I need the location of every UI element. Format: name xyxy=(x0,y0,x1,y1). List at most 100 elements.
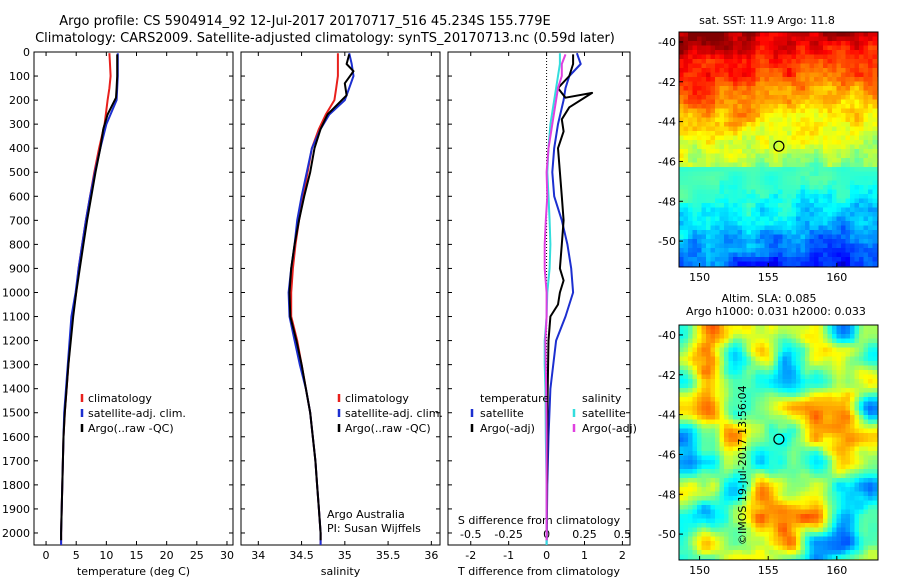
map-cell xyxy=(742,379,747,384)
map-cell xyxy=(701,365,707,371)
map-cell xyxy=(701,81,707,87)
map-cell xyxy=(719,446,725,452)
map-cell xyxy=(688,131,693,136)
map-cell xyxy=(872,455,878,461)
map-cell xyxy=(796,325,801,330)
map-cell xyxy=(751,329,756,335)
map-cell xyxy=(724,54,729,60)
map-cell xyxy=(733,514,738,519)
map-cell xyxy=(827,113,833,118)
map-cell xyxy=(764,131,770,136)
map-cell xyxy=(773,54,779,60)
map-cell xyxy=(697,68,702,73)
map-cell xyxy=(697,126,702,132)
map-cell xyxy=(751,514,756,519)
map-cell xyxy=(841,140,846,145)
map-cell xyxy=(742,180,747,186)
map-cell xyxy=(697,455,702,461)
map-cell xyxy=(823,117,828,123)
x-tick-label: 1 xyxy=(581,549,588,562)
map-cell xyxy=(827,347,833,353)
map-cell xyxy=(701,464,707,470)
map-cell xyxy=(746,239,752,244)
map-cell xyxy=(764,482,770,488)
map-cell xyxy=(692,379,698,384)
map-cell xyxy=(805,550,810,555)
map-cell xyxy=(715,77,720,82)
map-cell xyxy=(814,523,819,528)
map-cell xyxy=(728,383,734,389)
map-cell xyxy=(683,401,689,407)
map-cell xyxy=(859,189,864,195)
map-cell xyxy=(737,500,743,506)
map-cell xyxy=(791,356,797,362)
map-cell xyxy=(755,207,761,213)
map-cell xyxy=(719,95,725,100)
map-cell xyxy=(769,131,774,136)
map-cell xyxy=(778,446,783,452)
map-cell xyxy=(868,234,873,240)
map-cell xyxy=(706,419,711,425)
map-cell xyxy=(805,392,810,398)
map-cell xyxy=(872,63,878,69)
map-cell xyxy=(809,365,815,371)
map-cell xyxy=(688,388,693,393)
map-cell xyxy=(814,198,819,204)
map-cell xyxy=(737,50,743,55)
map-cell xyxy=(818,225,824,231)
map-cell xyxy=(679,257,684,262)
map-cell xyxy=(751,207,756,213)
map-cell xyxy=(827,104,833,109)
map-cell xyxy=(872,478,878,483)
map-cell xyxy=(697,216,702,222)
map-cell xyxy=(863,514,869,519)
map-cell xyxy=(854,419,860,425)
map-cell xyxy=(845,207,851,213)
map-cell xyxy=(751,149,756,154)
map-cell xyxy=(845,478,851,483)
map-cell xyxy=(733,518,738,524)
map-cell xyxy=(778,433,783,438)
map-cell xyxy=(751,361,756,366)
map-cell xyxy=(746,473,752,479)
map-cell xyxy=(773,234,779,240)
map-cell xyxy=(697,252,702,258)
map-cell xyxy=(872,509,878,515)
map-cell xyxy=(764,72,770,78)
map-cell xyxy=(751,99,756,105)
map-cell xyxy=(782,356,788,362)
map-cell xyxy=(823,428,828,434)
map-cell xyxy=(746,149,752,154)
map-cell xyxy=(827,171,833,177)
map-cell xyxy=(715,388,720,393)
map-cell xyxy=(719,469,725,474)
map-cell xyxy=(683,122,689,127)
map-cell xyxy=(728,221,734,226)
map-cell xyxy=(715,334,720,339)
map-cell xyxy=(850,167,855,172)
map-cell xyxy=(845,415,851,420)
map-cell xyxy=(679,126,684,132)
map-cell xyxy=(782,527,788,533)
map-cell xyxy=(872,500,878,506)
map-cell xyxy=(697,491,702,497)
map-cell xyxy=(679,167,684,172)
map-cell xyxy=(805,135,810,141)
map-y-tick-label: -44 xyxy=(658,116,676,129)
map-cell xyxy=(679,514,684,519)
map-cell xyxy=(850,36,855,42)
map-cell xyxy=(863,406,869,411)
map-cell xyxy=(832,550,837,555)
map-cell xyxy=(737,460,743,465)
map-cell xyxy=(782,117,788,123)
map-cell xyxy=(854,527,860,533)
map-cell xyxy=(773,415,779,420)
map-cell xyxy=(872,72,878,78)
map-cell xyxy=(782,45,788,51)
map-cell xyxy=(755,361,761,366)
map-cell xyxy=(818,532,824,537)
map-cell xyxy=(679,523,684,528)
map-cell xyxy=(742,527,747,533)
map-cell xyxy=(764,36,770,42)
map-cell xyxy=(796,415,801,420)
